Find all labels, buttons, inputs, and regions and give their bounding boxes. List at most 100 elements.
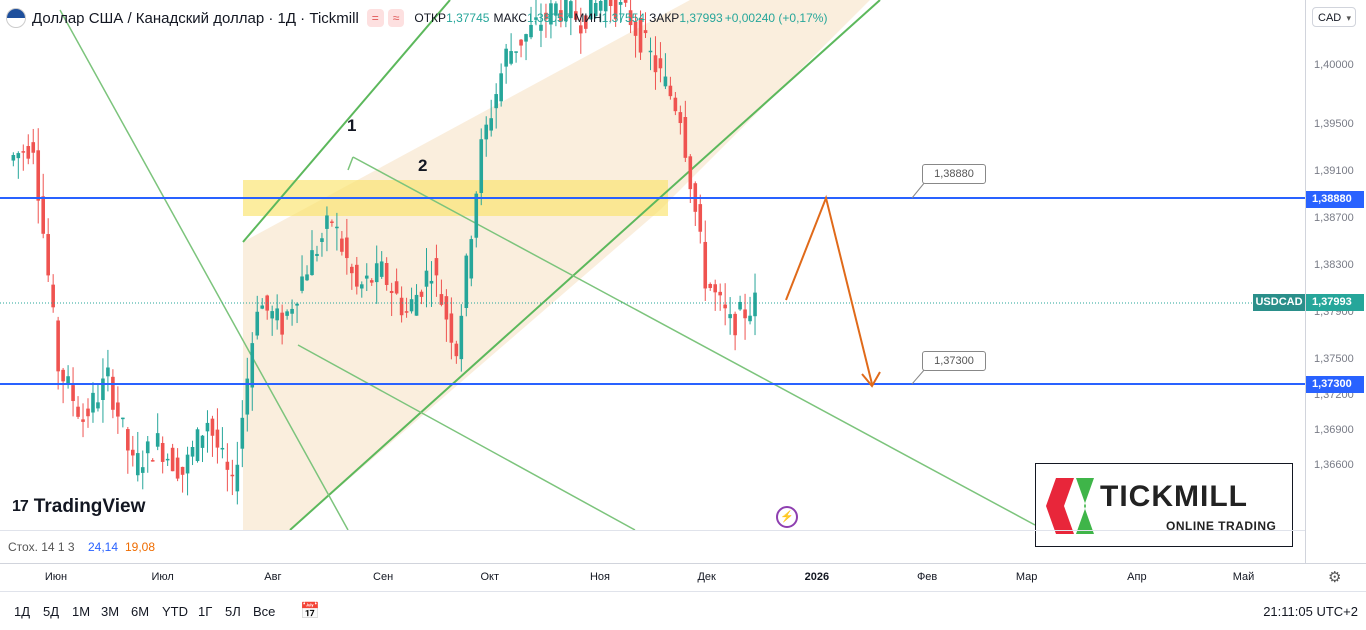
candle-body-145	[733, 313, 737, 336]
candle-body-49	[255, 311, 260, 336]
candle-body-21	[116, 402, 120, 417]
candle-body-66	[340, 238, 344, 252]
callout-lower[interactable]: 1,37300	[922, 351, 986, 371]
candle-body-52	[270, 311, 274, 319]
settings-gear-icon[interactable]: ⚙	[1328, 569, 1342, 586]
callout-upper[interactable]: 1,38880	[922, 164, 986, 184]
candle-body-17	[96, 402, 100, 409]
candle-body-62	[320, 238, 324, 242]
callout-upper-pointer	[911, 181, 926, 199]
approx-badge[interactable]: ≈	[387, 9, 405, 27]
time-tick-3: Сен	[373, 571, 394, 583]
candle-body-136	[688, 156, 693, 190]
candle-body-23	[126, 429, 130, 451]
candle-body-77	[394, 281, 399, 294]
candle-body-140	[708, 283, 713, 288]
trend-line-a	[59, 9, 349, 530]
candle-body-32	[170, 447, 175, 472]
candle-body-57	[295, 303, 299, 306]
candle-body-112	[569, 1, 573, 19]
candle-body-34	[180, 466, 185, 475]
price-chart[interactable]	[0, 0, 1305, 530]
timeframe-2[interactable]: 1М	[72, 604, 91, 619]
timeframe-8[interactable]: Все	[253, 604, 276, 619]
chart-legend: Доллар США / Канадский доллар · 1Д · Tic…	[6, 8, 829, 28]
stoch-k: 24,14	[88, 540, 119, 554]
candle-body-63	[325, 215, 329, 229]
candle-body-28	[150, 460, 155, 462]
candle-body-149	[753, 292, 757, 317]
price-tick-0: 1,40000	[1314, 59, 1354, 72]
timeframe-4[interactable]: 6М	[131, 604, 150, 619]
candle-body-99	[504, 48, 508, 67]
timeframe-7[interactable]: 5Л	[225, 604, 241, 619]
lightning-icon[interactable]: ⚡	[776, 506, 798, 528]
candle-body-13	[76, 406, 80, 417]
timeframe-1[interactable]: 5Д	[43, 604, 60, 619]
candle-body-69	[355, 264, 359, 287]
clock[interactable]: 21:11:05 UTC+2	[1263, 604, 1358, 619]
candle-body-43	[225, 461, 230, 470]
projection-arrowhead	[861, 371, 881, 388]
candle-body-29	[155, 433, 160, 447]
candle-body-120	[608, 0, 613, 7]
close-value: 1,37993	[679, 11, 723, 25]
candle-body-134	[678, 112, 683, 124]
candle-body-109	[554, 3, 558, 16]
candle-body-132	[668, 85, 673, 97]
timeframe-5[interactable]: YTD	[162, 604, 188, 619]
candle-body-115	[583, 15, 588, 29]
price-tick-1: 1,39500	[1314, 118, 1354, 130]
candle-body-6	[41, 196, 45, 234]
symbol-title[interactable]: Доллар США / Канадский доллар · 1Д · Tic…	[32, 9, 359, 27]
price-axis[interactable]: CAD 1,40000 1,39500 1,39100 1,38700 1,38300 1…	[1305, 0, 1366, 563]
timeframe-3[interactable]: 3М	[101, 604, 120, 619]
candle-body-11	[66, 376, 70, 384]
candle-body-67	[345, 237, 349, 259]
equal-badge[interactable]: =	[366, 9, 384, 27]
stoch-d: 19,08	[125, 540, 156, 554]
goto-date-icon[interactable]: 📅	[300, 603, 320, 620]
candle-body-141	[713, 284, 717, 293]
candle-body-50	[260, 305, 265, 309]
candle-body-142	[718, 291, 722, 296]
timeframe-0[interactable]: 1Д	[14, 604, 31, 619]
candle-body-35	[185, 454, 190, 474]
close-label: ЗАКР	[649, 11, 680, 25]
candle-body-116	[588, 0, 593, 20]
candle-body-104	[529, 24, 533, 38]
tickmill-name: TICKMILL	[1100, 480, 1248, 513]
candle-body-96	[489, 118, 493, 131]
stoch-name: Стох. 14 1 3	[8, 540, 75, 554]
time-tick-8: Фев	[916, 571, 938, 583]
candle-body-101	[514, 51, 518, 53]
candle-body-79	[404, 311, 409, 313]
time-tick-1: Июл	[151, 571, 174, 583]
candle-body-27	[145, 441, 150, 454]
candle-body-76	[389, 290, 394, 294]
candle-body-125	[633, 21, 638, 36]
currency-select[interactable]: CAD	[1312, 7, 1356, 28]
candle-body-83	[424, 270, 429, 287]
candle-body-128	[648, 50, 653, 53]
candle-body-75	[384, 263, 389, 285]
tradingview-logo: 17 TradingView	[12, 496, 145, 518]
candle-body-147	[743, 309, 747, 319]
time-axis[interactable]: Июн Июл Авг Сен Окт Ноя Дек 2026 Фев Мар Апр Май ⚙	[0, 563, 1366, 592]
timeframe-6[interactable]: 1Г	[198, 604, 213, 619]
trend-line-b	[352, 156, 1036, 526]
candle-body-42	[220, 447, 225, 450]
candle-body-15	[86, 408, 90, 417]
stochastic-pane[interactable]: Стох. 14 1 3 24,14 19,08	[0, 530, 1305, 564]
candle-body-10	[61, 369, 65, 382]
candle-body-87	[444, 296, 449, 320]
tradingview-icon: 17	[12, 498, 29, 515]
candle-body-5	[36, 150, 41, 201]
candle-body-98	[499, 73, 503, 102]
time-tick-9: Мар	[1015, 571, 1038, 583]
candle-body-108	[549, 3, 553, 25]
candle-body-12	[71, 385, 75, 402]
high-label: МАКС	[493, 11, 527, 25]
candle-body-127	[643, 30, 648, 34]
candle-body-25	[135, 453, 140, 476]
